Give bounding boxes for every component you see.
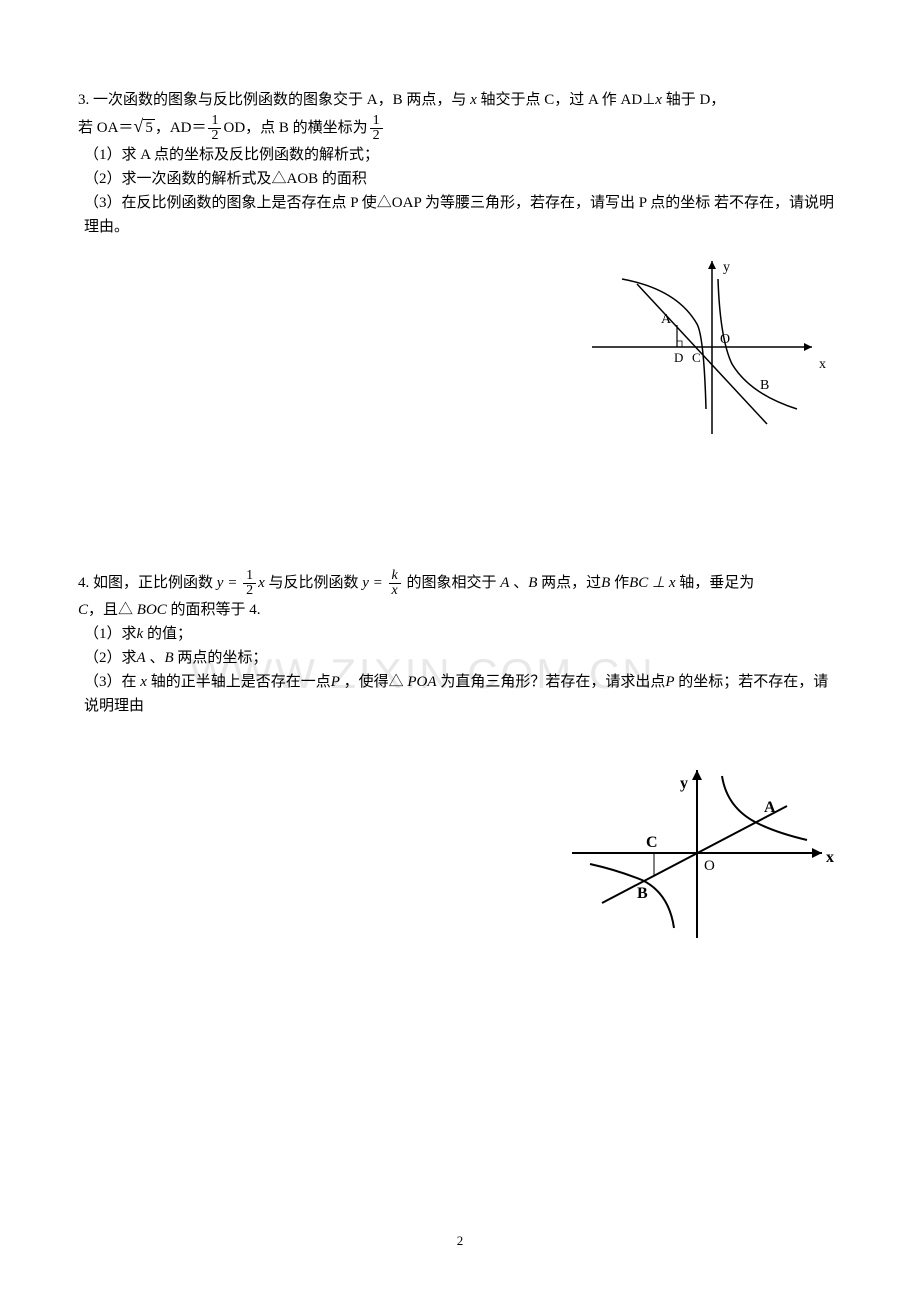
page-number: 2 [0,1231,920,1252]
p3-sub2: （2）求一次函数的解析式及△AOB 的面积 [84,167,842,191]
d4-label-x: x [826,849,834,866]
p3-sub1: （1）求 A 点的坐标及反比例函数的解析式； [84,143,842,167]
p4-line1g: 轴，垂足为 [676,575,755,591]
diagram-4-container: y x A B C O [78,758,842,948]
p3-line2b: ，AD＝ [155,120,207,136]
frac-half-2: 12 [370,114,383,143]
p4-line1c: 的图象相交于 [403,575,497,591]
p4-sub2c: 两点的坐标； [174,650,268,666]
p4-line1b: 与反比例函数 [265,575,363,591]
page-content: 3. 一次函数的图象与反比例函数的图象交于 A，B 两点，与 x 轴交于点 C，… [78,88,842,948]
p3-line2c: OD，点 B 的横坐标为 [223,120,367,136]
p4-A2: A [137,650,146,666]
p4-sub3b: 轴的正半轴上是否存在一点 [147,674,331,690]
d3-label-A: A [661,312,672,327]
p4-P: P [331,674,340,690]
p4-line2b: 的面积等于 4. [167,602,261,618]
d4-label-y: y [680,775,688,792]
p4-POA: POA [407,674,436,690]
p3-line1c: 轴于 D， [662,92,725,108]
problem-4-text: 4. 如图，正比例函数 y = 12x 与反比例函数 y = kx 的图象相交于… [78,569,842,598]
p4-sub1a: （1）求 [84,626,137,642]
diagram-3-container: y x A O D C B [78,249,842,449]
d4-label-C: C [646,834,658,851]
problem-4-line2: C，且△ BOC 的面积等于 4. [78,598,842,622]
d3-label-B: B [760,378,769,393]
p4-sub3d: 为直角三角形？若存在，请求出点 [440,674,665,690]
p4-C: C [78,602,88,618]
p4-sub3a: （3）在 [84,674,140,690]
problem-3-num: 3. [78,92,89,108]
p4-sub2a: （2）求 [84,650,137,666]
d3-label-x: x [819,357,826,372]
p4-eq2: = [369,575,387,591]
p4-sub3c: ，使得△ [340,674,404,690]
problem-3-line2: 若 OA＝√5，AD＝12OD，点 B 的横坐标为12 [78,112,842,143]
p4-y2: y [362,575,369,591]
d3-label-D: D [674,350,683,365]
p4-sub3: （3）在 x 轴的正半轴上是否存在一点P ，使得△ POA 为直角三角形？若存在… [84,670,842,718]
diagram-4: y x A B C O [562,758,842,948]
p3-line2a: 若 OA＝ [78,120,133,136]
var-x2: x [655,92,662,108]
frac-half-3: 12 [243,569,256,598]
problem-3: 3. 一次函数的图象与反比例函数的图象交于 A，B 两点，与 x 轴交于点 C，… [78,88,842,449]
p4-x1: x [258,575,265,591]
p4-BOC: BOC [137,602,167,618]
d4-label-A: A [764,799,776,816]
p3-sub3: （3）在反比例函数的图象上是否存在点 P 使△OAP 为等腰三角形，若存在，请写… [84,191,842,239]
p4-B: B [528,575,537,591]
p4-x2: x [669,575,676,591]
d3-label-O: O [720,332,730,347]
p4-B2: B [601,575,610,591]
p4-sub1b: 的值； [143,626,192,642]
d4-label-O: O [704,858,715,874]
d3-label-C: C [692,350,701,365]
diagram-3: y x A O D C B [582,249,842,449]
p4-line1e: 两点，过 [537,575,601,591]
problem-4-num: 4. [78,575,89,591]
problem-3-text: 3. 一次函数的图象与反比例函数的图象交于 A，B 两点，与 x 轴交于点 C，… [78,88,842,112]
p4-BC: BC [629,575,648,591]
p4-line1a: 如图，正比例函数 [93,575,217,591]
frac-kx: kx [389,569,401,598]
p3-line1a: 一次函数的图象与反比例函数的图象交于 A，B 两点，与 [93,92,470,108]
problem-4: 4. 如图，正比例函数 y = 12x 与反比例函数 y = kx 的图象相交于… [78,569,842,948]
d4-label-B: B [637,885,648,902]
p4-line2a: ，且△ [88,602,133,618]
p4-sub1: （1）求k 的值； [84,622,842,646]
p4-line1d: 、 [513,575,528,591]
var-x: x [470,92,477,108]
p4-line1f: 作 [614,575,629,591]
p4-eq1: = [223,575,241,591]
p4-x3: x [140,674,147,690]
frac-half-1: 12 [208,114,221,143]
sqrt-5: √5 [133,112,154,141]
p4-B3: B [164,650,173,666]
p4-perp: ⊥ [648,575,669,591]
p3-line1b: 轴交于点 C，过 A 作 AD⊥ [477,92,656,108]
p4-A: A [500,575,509,591]
p4-P2: P [665,674,674,690]
p4-sub2b: 、 [146,650,165,666]
d3-label-y: y [723,260,730,275]
p4-sub2: （2）求A 、B 两点的坐标； [84,646,842,670]
